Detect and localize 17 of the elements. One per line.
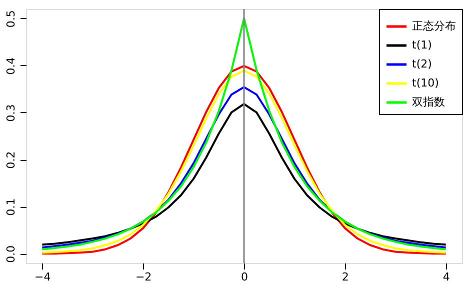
x-tick-label: 0 (241, 270, 248, 284)
x-tick-label: −2 (135, 270, 152, 284)
y-tick-label: 0.3 (4, 104, 18, 122)
y-tick-label: 0.2 (4, 151, 18, 169)
line-series (41, 17, 447, 250)
y-tick-label: 0.0 (4, 245, 18, 263)
legend-label: t(1) (412, 38, 432, 52)
legend-label: 双指数 (412, 96, 445, 108)
x-tick-label: 2 (342, 270, 349, 284)
y-tick-label: 0.4 (4, 57, 18, 75)
legend-label: t(2) (412, 58, 432, 70)
x-tick-label: 4 (442, 270, 450, 284)
y-tick-label: 0.5 (4, 10, 18, 28)
y-tick-label: 0.1 (4, 198, 18, 216)
x-tick-label: −4 (34, 270, 51, 284)
legend-label: 正态分布 (412, 20, 456, 32)
legend-label: t(10) (412, 76, 439, 90)
